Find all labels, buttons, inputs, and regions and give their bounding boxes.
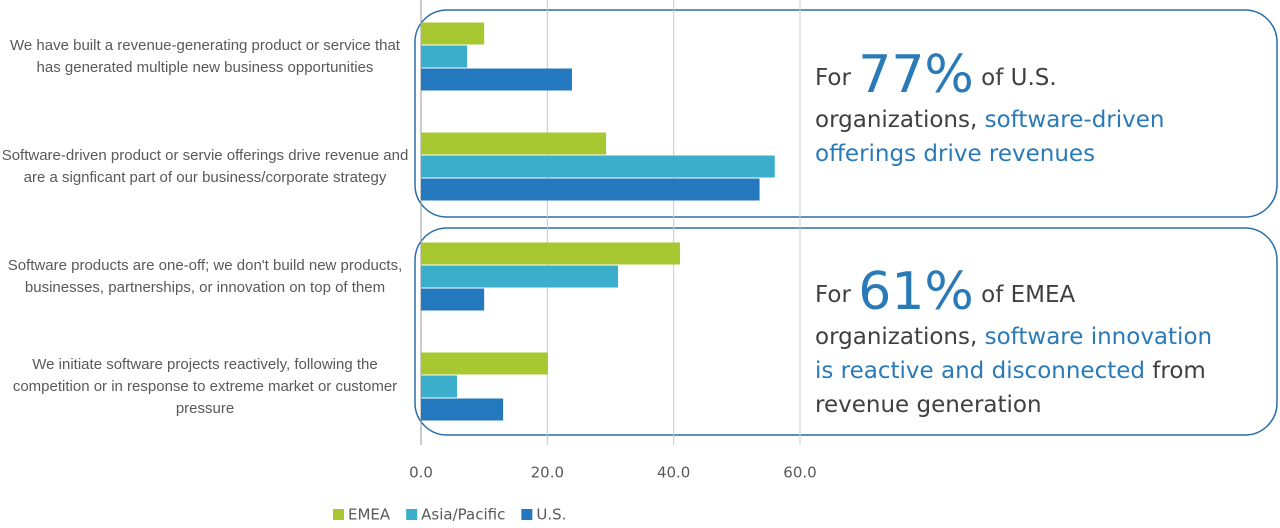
annotation-text: of EMEA xyxy=(974,282,1076,308)
annotation-text: organizations, xyxy=(815,324,985,350)
annotation-line: offerings drive revenues xyxy=(815,141,1095,167)
annotation-text: offerings drive revenues xyxy=(815,141,1095,167)
annotation-text: from xyxy=(1145,358,1206,384)
annotation-line: For 77% of U.S. xyxy=(815,45,1057,105)
annotation-text: 77% xyxy=(858,45,974,105)
annotation-text: For xyxy=(815,65,858,91)
legend-swatch xyxy=(406,509,418,520)
x-tick-label: 60.0 xyxy=(783,464,816,482)
category-label: We have built a revenue-generating produ… xyxy=(10,37,400,76)
annotation-text: software-driven xyxy=(985,107,1165,133)
legend-label: Asia/Pacific xyxy=(421,506,505,524)
callout-box xyxy=(414,227,1278,436)
bar xyxy=(421,288,485,311)
annotation-line: organizations, software innovation xyxy=(815,324,1212,350)
bar xyxy=(421,375,458,398)
category-label: Software-driven product or servie offeri… xyxy=(1,147,409,186)
callout-box xyxy=(414,9,1278,218)
annotation-line: revenue generation xyxy=(815,392,1042,418)
bar xyxy=(421,68,572,91)
bar xyxy=(421,265,619,288)
x-tick-label: 40.0 xyxy=(657,464,690,482)
bar xyxy=(421,155,775,178)
bar xyxy=(421,242,680,265)
annotation-text: is reactive and disconnected xyxy=(815,358,1145,384)
category-label: We initiate software projects reactively… xyxy=(12,356,398,417)
legend-swatch xyxy=(521,509,533,520)
annotation-line: organizations, software-driven xyxy=(815,107,1164,133)
annotation-text: For xyxy=(815,282,858,308)
bar xyxy=(421,352,548,375)
annotation-text: organizations, xyxy=(815,107,985,133)
bar xyxy=(421,178,760,201)
category-label: Software products are one-off; we don't … xyxy=(7,257,403,296)
annotation-line: is reactive and disconnected from xyxy=(815,358,1206,384)
x-tick-label: 20.0 xyxy=(531,464,564,482)
legend-label: EMEA xyxy=(348,506,391,524)
legend-swatch xyxy=(333,509,344,520)
legend-label: U.S. xyxy=(536,506,566,524)
bar xyxy=(421,132,607,155)
annotation-text: revenue generation xyxy=(815,392,1042,418)
bar xyxy=(421,22,485,45)
annotation-line: For 61% of EMEA xyxy=(815,262,1076,322)
annotation-text: of U.S. xyxy=(974,65,1057,91)
x-tick-label: 0.0 xyxy=(409,464,433,482)
annotation-text: 61% xyxy=(858,262,974,322)
bar xyxy=(421,45,468,68)
bar xyxy=(421,398,504,421)
annotation-text: software innovation xyxy=(985,324,1212,350)
